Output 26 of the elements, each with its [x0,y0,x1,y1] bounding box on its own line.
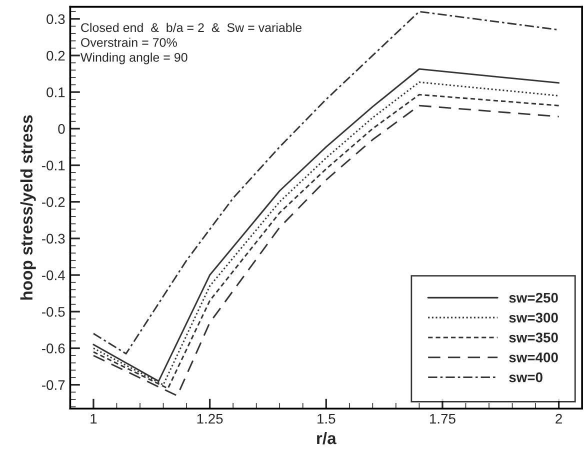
annotation: Overstrain = 70% [81,38,177,47]
x-tick-label: 1 [90,414,97,424]
y-tick-label: -0.3 [42,234,65,244]
legend-label: sw=350 [509,332,558,342]
y-tick-label: 0 [58,124,65,134]
x-axis-title: r/a [317,432,336,444]
annotation: Winding angle = 90 [80,52,188,64]
x-tick-label: 1.75 [430,414,456,424]
y-tick-label: 0.1 [46,87,65,98]
y-tick-label: 0.2 [46,50,65,61]
annotation: Closed end & b/a = 2 & Sw = variable [81,22,302,32]
x-tick-label: 1.25 [197,414,223,424]
y-tick-label: -0.7 [42,380,65,390]
y-tick-label: -0.2 [42,197,65,208]
legend-label: sw=400 [509,352,558,362]
y-tick-label: 0.3 [46,14,65,24]
y-axis-title: hoop stress/yeld stress [20,115,36,300]
x-tick-label: 1.5 [318,414,336,424]
y-tick-label: -0.5 [42,306,65,317]
y-tick-label: -0.4 [42,270,65,280]
legend-label: sw=300 [509,312,558,323]
y-tick-label: -0.1 [42,160,65,170]
legend-label: sw=0 [509,372,542,382]
legend-label: sw=250 [509,292,558,303]
y-tick-label: -0.6 [42,344,65,354]
x-tick-label: 2 [556,414,562,424]
